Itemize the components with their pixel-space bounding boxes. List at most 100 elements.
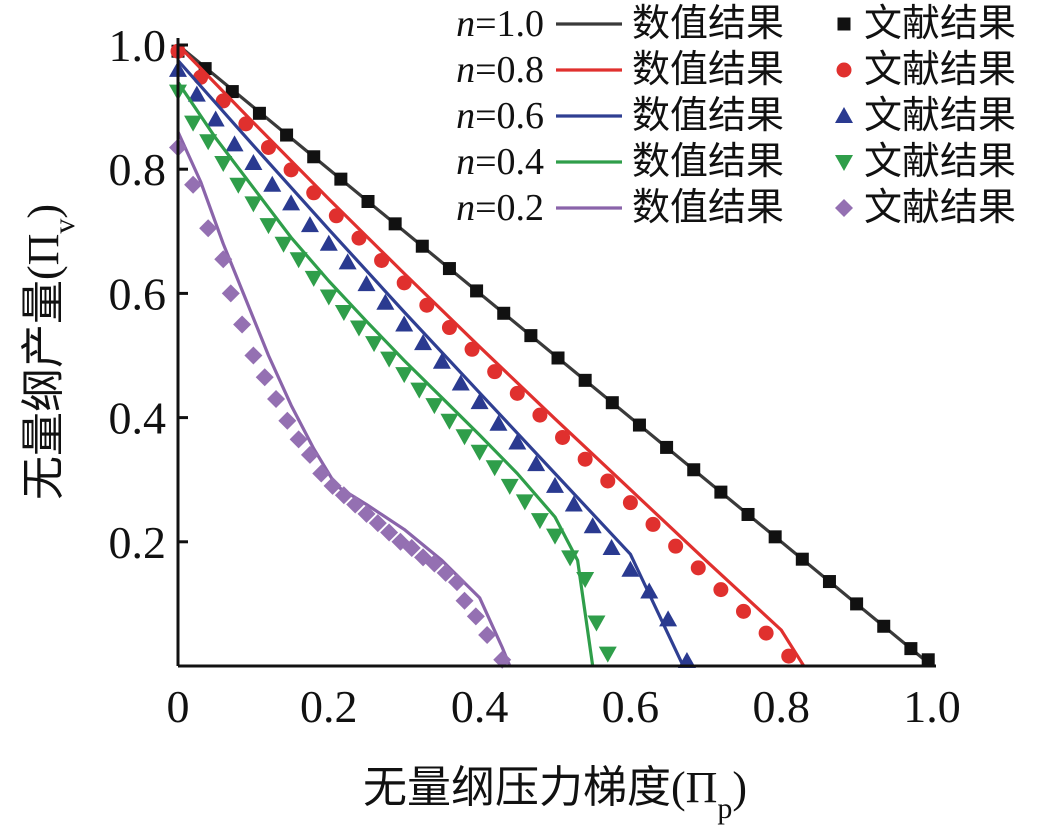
data-point-08 [555, 429, 571, 445]
data-point-04 [440, 413, 459, 430]
y-axis-title: 无量纲产量(Πv) [19, 204, 81, 500]
data-point-08 [622, 495, 638, 511]
x-tick-label: 1.0 [903, 681, 961, 732]
data-point-08 [215, 93, 231, 109]
x-axis-title: 无量纲压力梯度(Πp) [363, 763, 747, 825]
y-tick-label: 0.2 [109, 517, 167, 568]
data-point-08 [781, 648, 797, 664]
data-point-04 [184, 115, 203, 132]
data-point-10 [497, 306, 511, 320]
series-layer [169, 43, 935, 669]
data-point-04 [274, 236, 293, 253]
legend-label-08: n=0.8 [456, 49, 544, 91]
data-point-06 [414, 334, 433, 351]
data-point-02 [233, 315, 252, 334]
data-point-02 [425, 554, 444, 573]
data-point-08 [328, 208, 344, 224]
data-point-10 [388, 217, 402, 231]
legend-marker-08 [836, 62, 852, 78]
data-point-04 [380, 351, 399, 368]
data-point-06 [470, 393, 489, 410]
data-point-04 [259, 218, 278, 235]
data-point-02 [184, 175, 203, 194]
data-point-02 [221, 284, 240, 303]
data-point-10 [442, 262, 456, 276]
legend-line-label: 数值结果 [632, 3, 784, 45]
data-point-04 [561, 550, 580, 567]
data-point-10 [307, 150, 321, 164]
legend-line-label: 数值结果 [632, 141, 784, 183]
legend-marker-label: 文献结果 [864, 3, 1016, 45]
data-point-04 [500, 478, 519, 495]
series-06 [169, 59, 696, 669]
data-point-06 [508, 433, 527, 450]
data-point-10 [921, 653, 935, 667]
y-tick-label: 0.4 [109, 393, 167, 444]
data-point-06 [621, 560, 640, 577]
data-point-04 [304, 270, 323, 287]
data-point-04 [229, 177, 248, 194]
legend-marker-06 [835, 107, 853, 123]
data-point-02 [300, 445, 319, 464]
data-point-06 [357, 275, 376, 292]
data-point-10 [280, 128, 294, 142]
legend-marker-02 [835, 199, 853, 217]
data-point-02 [368, 514, 387, 533]
data-point-06 [659, 610, 678, 627]
data-point-04 [530, 513, 549, 530]
x-tick-label: 0 [167, 681, 190, 732]
data-point-06 [225, 135, 244, 152]
data-point-06 [640, 582, 659, 599]
data-point-04 [244, 196, 263, 213]
data-point-06 [583, 517, 602, 534]
data-point-06 [206, 110, 225, 127]
data-point-06 [376, 293, 395, 310]
data-point-08 [238, 116, 254, 132]
y-tick-label: 1.0 [109, 20, 167, 71]
data-point-04 [425, 398, 444, 415]
data-point-06 [489, 414, 508, 431]
data-point-08 [509, 385, 525, 401]
data-point-02 [267, 389, 286, 408]
data-point-02 [278, 411, 297, 430]
data-point-04 [395, 367, 414, 384]
data-point-08 [577, 451, 593, 467]
data-point-08 [260, 139, 276, 155]
data-point-10 [524, 329, 538, 343]
data-point-06 [564, 495, 583, 512]
data-point-06 [319, 234, 338, 251]
data-point-08 [713, 582, 729, 598]
data-point-06 [300, 216, 319, 233]
data-point-06 [282, 194, 301, 211]
data-point-06 [546, 476, 564, 493]
data-point-02 [493, 650, 512, 669]
y-tick-label: 0.8 [109, 144, 167, 195]
data-point-06 [527, 455, 546, 472]
data-point-02 [466, 607, 485, 626]
data-point-06 [432, 352, 451, 369]
data-point-04 [598, 646, 617, 663]
series-08 [170, 43, 806, 667]
data-point-06 [602, 539, 621, 556]
legend-label-06: n=0.6 [456, 95, 544, 137]
data-point-02 [323, 476, 342, 495]
x-tick-label: 0.6 [602, 681, 660, 732]
x-tick-label: 0.4 [451, 681, 509, 732]
data-point-04 [576, 572, 595, 589]
data-point-10 [578, 373, 592, 387]
data-point-10 [415, 239, 429, 253]
data-point-06 [187, 85, 206, 102]
data-point-04 [410, 382, 429, 399]
legend-marker-label: 文献结果 [864, 49, 1016, 91]
data-point-10 [361, 194, 375, 208]
data-point-08 [600, 473, 616, 489]
data-point-04 [546, 528, 564, 545]
data-point-08 [464, 341, 480, 357]
data-point-02 [255, 368, 274, 387]
data-point-08 [668, 538, 684, 554]
data-point-02 [214, 250, 233, 269]
data-point-06 [451, 374, 470, 391]
data-point-02 [346, 495, 365, 514]
series-line-04 [176, 81, 595, 667]
